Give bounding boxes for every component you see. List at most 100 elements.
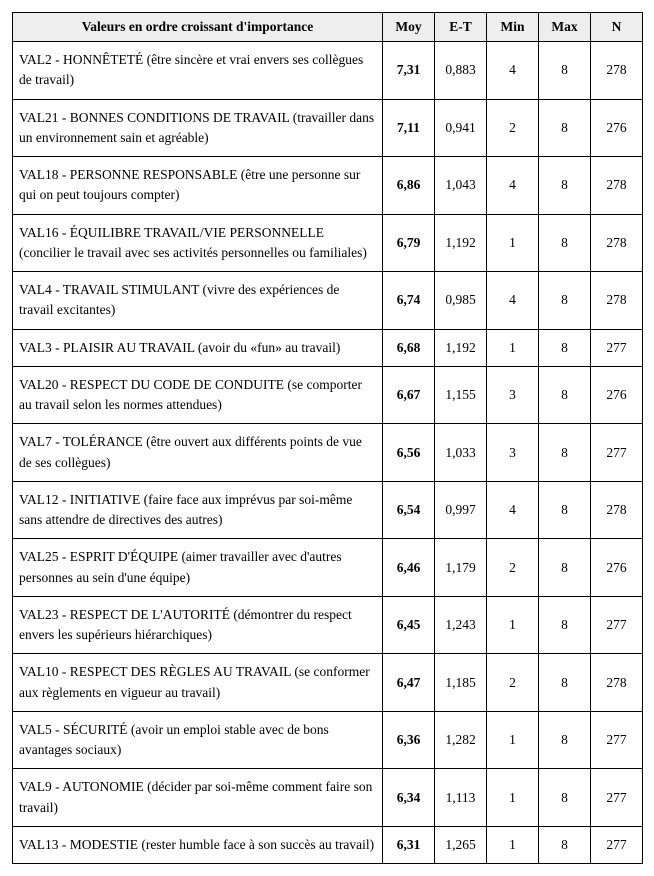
cell-n: 278 [591, 157, 643, 215]
cell-max: 8 [539, 654, 591, 712]
cell-max: 8 [539, 366, 591, 424]
cell-desc: VAL23 - RESPECT DE L'AUTORITÉ (démontrer… [13, 596, 383, 654]
cell-n: 277 [591, 826, 643, 863]
table-row: VAL4 - TRAVAIL STIMULANT (vivre des expé… [13, 272, 643, 330]
cell-min: 1 [487, 826, 539, 863]
cell-desc: VAL5 - SÉCURITÉ (avoir un emploi stable … [13, 711, 383, 769]
cell-n: 278 [591, 654, 643, 712]
cell-desc: VAL13 - MODESTIE (rester humble face à s… [13, 826, 383, 863]
table-row: VAL7 - TOLÉRANCE (être ouvert aux différ… [13, 424, 643, 482]
header-row: Valeurs en ordre croissant d'importance … [13, 13, 643, 42]
table-row: VAL3 - PLAISIR AU TRAVAIL (avoir du «fun… [13, 329, 643, 366]
cell-et: 1,113 [435, 769, 487, 827]
cell-et: 1,265 [435, 826, 487, 863]
cell-desc: VAL7 - TOLÉRANCE (être ouvert aux différ… [13, 424, 383, 482]
cell-desc: VAL25 - ESPRIT D'ÉQUIPE (aimer travaille… [13, 539, 383, 597]
cell-desc: VAL12 - INITIATIVE (faire face aux impré… [13, 481, 383, 539]
cell-moy: 6,45 [383, 596, 435, 654]
cell-desc: VAL3 - PLAISIR AU TRAVAIL (avoir du «fun… [13, 329, 383, 366]
cell-n: 276 [591, 539, 643, 597]
col-header-desc: Valeurs en ordre croissant d'importance [13, 13, 383, 42]
values-table: Valeurs en ordre croissant d'importance … [12, 12, 643, 864]
cell-moy: 6,31 [383, 826, 435, 863]
cell-et: 1,192 [435, 214, 487, 272]
cell-n: 276 [591, 366, 643, 424]
table-row: VAL21 - BONNES CONDITIONS DE TRAVAIL (tr… [13, 99, 643, 157]
cell-max: 8 [539, 329, 591, 366]
cell-min: 1 [487, 329, 539, 366]
cell-moy: 6,46 [383, 539, 435, 597]
cell-n: 278 [591, 214, 643, 272]
cell-min: 1 [487, 711, 539, 769]
cell-moy: 6,86 [383, 157, 435, 215]
cell-max: 8 [539, 769, 591, 827]
col-header-moy: Moy [383, 13, 435, 42]
col-header-min: Min [487, 13, 539, 42]
cell-n: 277 [591, 711, 643, 769]
cell-max: 8 [539, 424, 591, 482]
cell-moy: 6,74 [383, 272, 435, 330]
cell-max: 8 [539, 539, 591, 597]
cell-moy: 6,67 [383, 366, 435, 424]
cell-desc: VAL18 - PERSONNE RESPONSABLE (être une p… [13, 157, 383, 215]
table-row: VAL16 - ÉQUILIBRE TRAVAIL/VIE PERSONNELL… [13, 214, 643, 272]
cell-min: 4 [487, 481, 539, 539]
cell-et: 0,941 [435, 99, 487, 157]
cell-n: 277 [591, 424, 643, 482]
table-row: VAL5 - SÉCURITÉ (avoir un emploi stable … [13, 711, 643, 769]
cell-et: 1,192 [435, 329, 487, 366]
cell-moy: 6,34 [383, 769, 435, 827]
cell-max: 8 [539, 596, 591, 654]
col-header-n: N [591, 13, 643, 42]
cell-moy: 6,36 [383, 711, 435, 769]
cell-max: 8 [539, 826, 591, 863]
cell-n: 278 [591, 42, 643, 100]
col-header-max: Max [539, 13, 591, 42]
cell-n: 277 [591, 329, 643, 366]
cell-desc: VAL16 - ÉQUILIBRE TRAVAIL/VIE PERSONNELL… [13, 214, 383, 272]
cell-n: 278 [591, 481, 643, 539]
col-header-et: E-T [435, 13, 487, 42]
cell-n: 276 [591, 99, 643, 157]
table-row: VAL13 - MODESTIE (rester humble face à s… [13, 826, 643, 863]
cell-min: 2 [487, 654, 539, 712]
table-row: VAL2 - HONNÊTETÉ (être sincère et vrai e… [13, 42, 643, 100]
cell-max: 8 [539, 214, 591, 272]
cell-desc: VAL21 - BONNES CONDITIONS DE TRAVAIL (tr… [13, 99, 383, 157]
cell-moy: 6,54 [383, 481, 435, 539]
cell-max: 8 [539, 42, 591, 100]
cell-min: 2 [487, 99, 539, 157]
cell-min: 4 [487, 157, 539, 215]
cell-n: 277 [591, 769, 643, 827]
cell-min: 3 [487, 366, 539, 424]
cell-min: 1 [487, 596, 539, 654]
table-row: VAL18 - PERSONNE RESPONSABLE (être une p… [13, 157, 643, 215]
table-row: VAL20 - RESPECT DU CODE DE CONDUITE (se … [13, 366, 643, 424]
table-head: Valeurs en ordre croissant d'importance … [13, 13, 643, 42]
cell-et: 1,155 [435, 366, 487, 424]
cell-desc: VAL2 - HONNÊTETÉ (être sincère et vrai e… [13, 42, 383, 100]
cell-et: 0,883 [435, 42, 487, 100]
cell-n: 278 [591, 272, 643, 330]
cell-et: 1,185 [435, 654, 487, 712]
cell-max: 8 [539, 711, 591, 769]
table-row: VAL10 - RESPECT DES RÈGLES AU TRAVAIL (s… [13, 654, 643, 712]
cell-min: 3 [487, 424, 539, 482]
cell-moy: 6,47 [383, 654, 435, 712]
cell-min: 4 [487, 272, 539, 330]
cell-et: 1,243 [435, 596, 487, 654]
cell-n: 277 [591, 596, 643, 654]
cell-et: 0,985 [435, 272, 487, 330]
cell-min: 4 [487, 42, 539, 100]
cell-et: 0,997 [435, 481, 487, 539]
cell-desc: VAL20 - RESPECT DU CODE DE CONDUITE (se … [13, 366, 383, 424]
cell-et: 1,043 [435, 157, 487, 215]
cell-et: 1,179 [435, 539, 487, 597]
cell-desc: VAL10 - RESPECT DES RÈGLES AU TRAVAIL (s… [13, 654, 383, 712]
cell-moy: 6,68 [383, 329, 435, 366]
table-row: VAL12 - INITIATIVE (faire face aux impré… [13, 481, 643, 539]
cell-desc: VAL4 - TRAVAIL STIMULANT (vivre des expé… [13, 272, 383, 330]
cell-max: 8 [539, 481, 591, 539]
cell-min: 1 [487, 769, 539, 827]
cell-et: 1,282 [435, 711, 487, 769]
